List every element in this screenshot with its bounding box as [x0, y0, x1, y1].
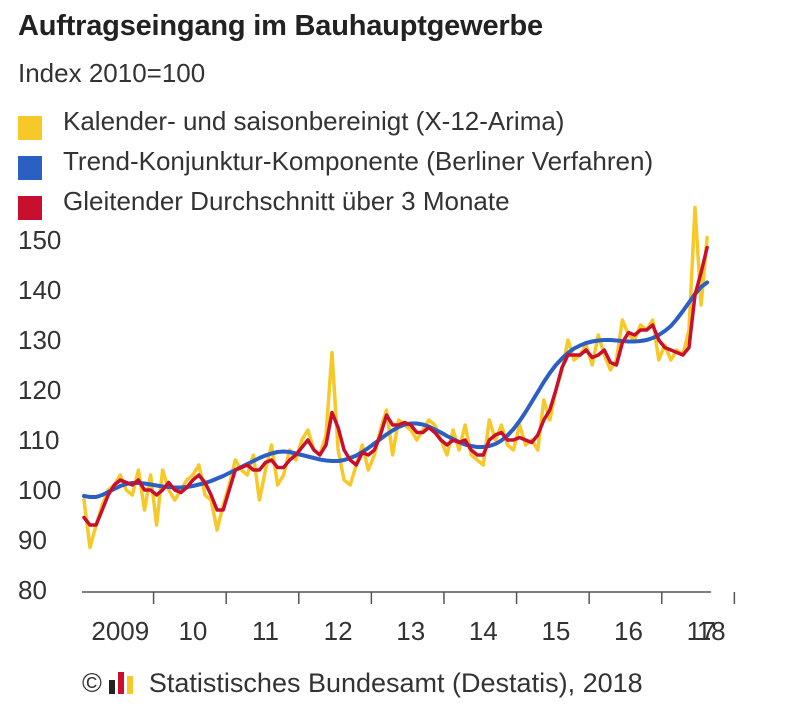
legend-label-moving-average: Gleitender Durchschnitt über 3 Monate — [63, 186, 510, 216]
x-tick-label: 12 — [324, 616, 353, 646]
y-tick-label: 150 — [18, 225, 61, 255]
legend-label-seasonal: Kalender- und saisonbereinigt (X-12-Arim… — [63, 106, 565, 136]
y-tick-label: 140 — [18, 275, 61, 305]
chart-title: Auftragseingang im Bauhauptgewerbe — [18, 10, 543, 42]
series-line-trend — [82, 280, 710, 499]
x-tick-label: 17 — [687, 616, 716, 646]
y-tick-label: 80 — [18, 575, 47, 605]
x-tick-label: 11 — [252, 616, 279, 646]
series-line-moving-average — [82, 245, 709, 527]
legend-swatch-seasonal — [18, 116, 42, 140]
chart-subtitle: Index 2010=100 — [18, 58, 206, 88]
copyright-symbol: © — [82, 668, 110, 698]
x-tick-label: 14 — [469, 616, 498, 646]
destatis-logo-icon — [109, 672, 135, 694]
y-tick-label: 130 — [18, 325, 61, 355]
y-tick-label: 90 — [18, 525, 47, 555]
y-tick-label: 120 — [18, 375, 61, 405]
x-tick-label: 2009 — [91, 616, 149, 646]
y-axis: 80 90 100 110 120 130 140 150 — [18, 225, 61, 605]
series-layer — [82, 205, 710, 550]
series-line-seasonal — [82, 205, 709, 550]
legend-swatch-trend — [18, 156, 42, 180]
x-tick-label: 16 — [614, 616, 643, 646]
legend-swatch-moving-average — [18, 196, 42, 220]
footer-credit: © Statistisches Bundesamt (Destatis), 20… — [82, 668, 643, 699]
y-tick-label: 100 — [18, 475, 61, 505]
x-tick-label: 15 — [541, 616, 570, 646]
x-tick-label: 10 — [178, 616, 207, 646]
x-tick-label: 13 — [396, 616, 425, 646]
footer-text: Statistisches Bundesamt (Destatis), 2018 — [141, 668, 643, 698]
legend-label-trend: Trend-Konjunktur-Komponente (Berliner Ve… — [63, 146, 654, 176]
x-tick-label: 18 — [697, 616, 726, 646]
y-tick-label: 110 — [18, 425, 59, 455]
